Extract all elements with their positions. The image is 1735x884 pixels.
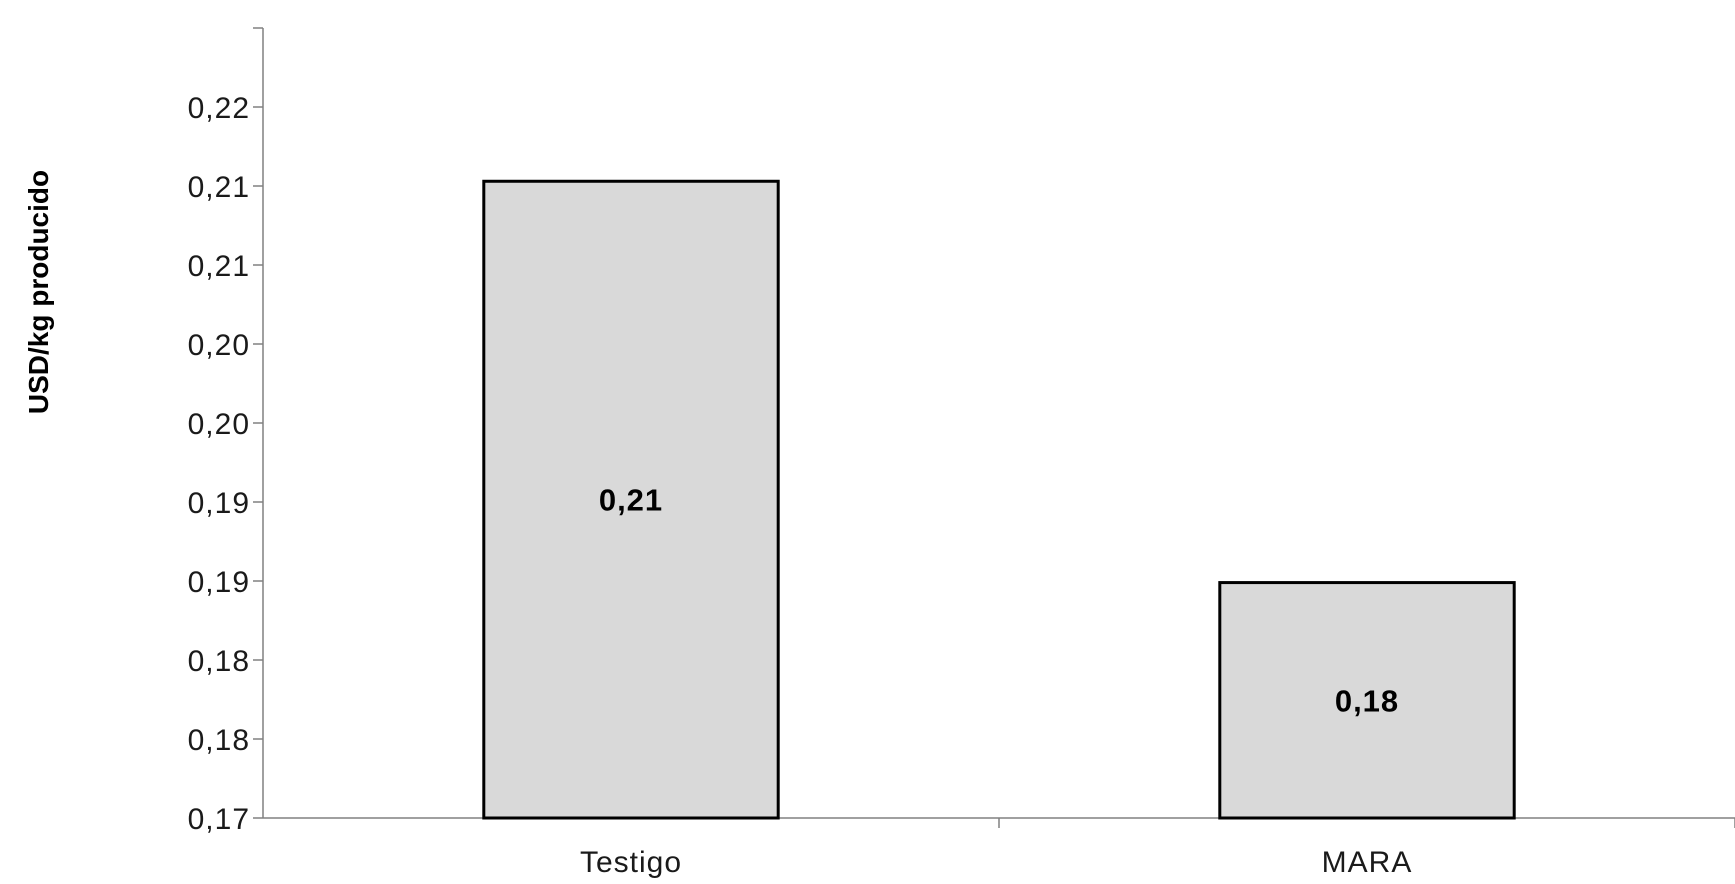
y-axis-title-group: USD/kg producido: [23, 170, 54, 414]
x-category-label: Testigo: [580, 846, 682, 879]
y-tick-label: 0,19: [188, 487, 250, 520]
data-label: 0,21: [599, 483, 663, 518]
plot-area: 0,17 0,18 0,18 0,19 0,19 0,20 0,20 0,21 0,21 0,22…: [188, 27, 1735, 879]
y-tick-label: 0,20: [188, 408, 250, 441]
data-label: 0,18: [1335, 683, 1399, 718]
y-tick-label: 0,20: [188, 329, 250, 362]
y-tick-label: 0,19: [188, 566, 250, 599]
y-tick-label: 0,22: [188, 92, 250, 125]
bar-mara: [1218, 581, 1516, 820]
x-category-label: MARA: [1322, 846, 1413, 879]
y-axis-title: USD/kg producido: [23, 170, 54, 414]
bar-testigo: [482, 179, 780, 820]
y-tick-label: 0,18: [188, 645, 250, 678]
y-tick-label: 0,17: [188, 803, 250, 836]
y-tick-label: 0,21: [188, 171, 250, 204]
y-tick-label: 0,18: [188, 724, 250, 757]
y-tick-label: 0,21: [188, 250, 250, 283]
